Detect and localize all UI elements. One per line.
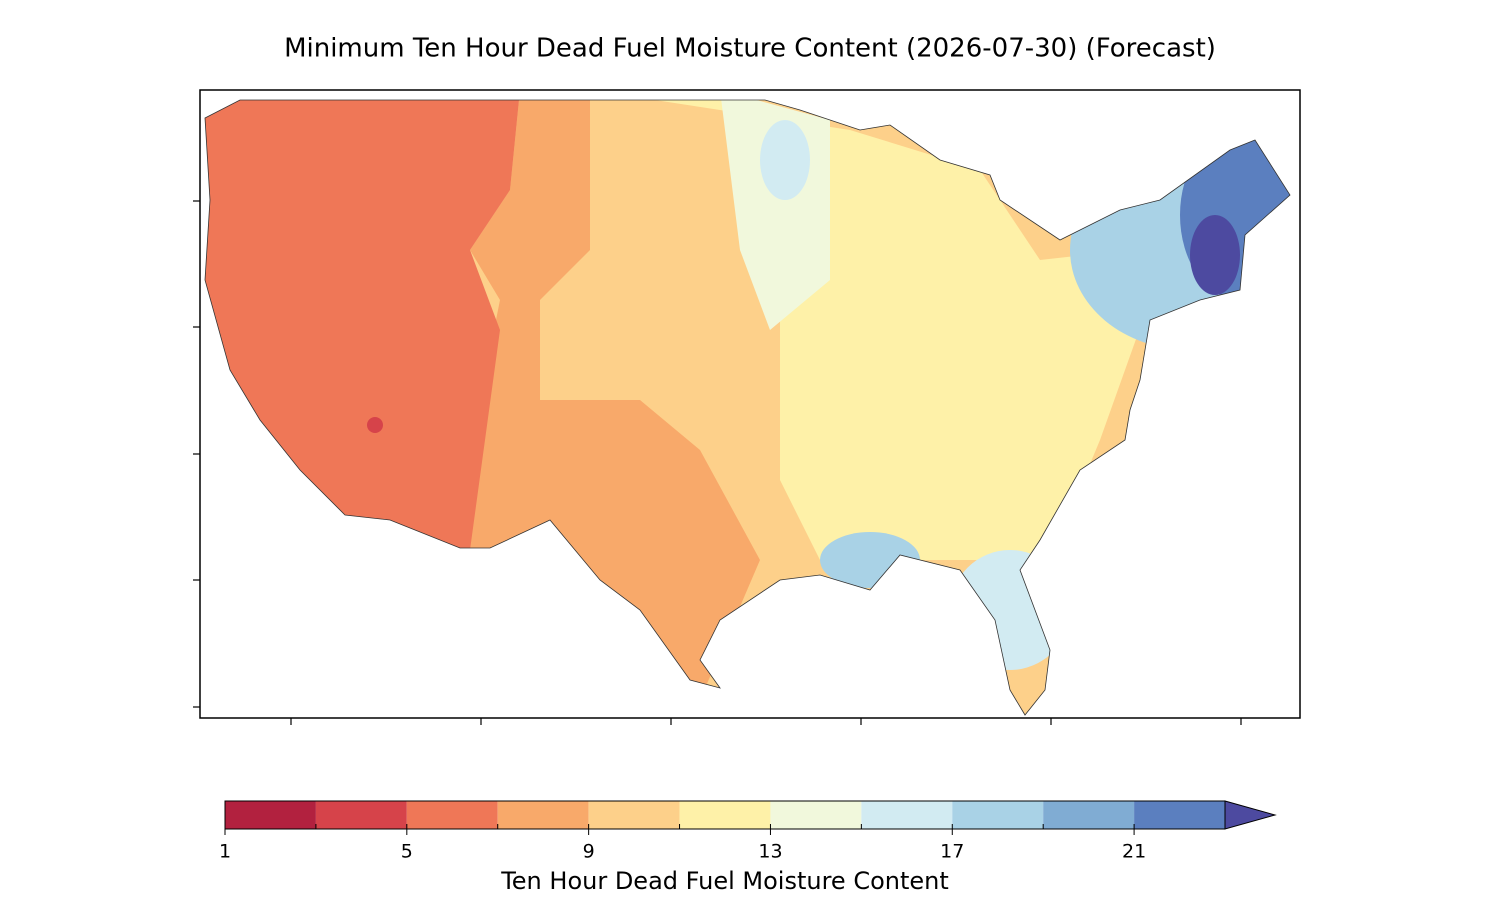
- colorbar-extend: [1224, 800, 1277, 830]
- colorbar-tick-label: 13: [758, 841, 782, 863]
- us-outline: [204, 99, 1291, 716]
- colorbar-tick-label: 9: [583, 841, 595, 863]
- colorbar-segment: [952, 801, 1044, 829]
- colorbar-segment: [315, 801, 407, 829]
- colorbar-frame: [224, 800, 1226, 830]
- frame-ticks: [193, 200, 1242, 725]
- colorbar-segment: [588, 801, 680, 829]
- map-frame: [199, 89, 1301, 719]
- colorbar-segment: [406, 801, 498, 829]
- colorbar-segment: [679, 801, 771, 829]
- colorbar-segment: [1134, 801, 1225, 829]
- colorbar-tick-label: 5: [401, 841, 413, 863]
- colorbar: 1 5 9 13 17 21: [219, 800, 1277, 863]
- colorbar-tick-label: 21: [1122, 841, 1146, 863]
- colorbar-tick-label: 17: [940, 841, 964, 863]
- colorbar-segment: [1043, 801, 1135, 829]
- colorbar-segment: [497, 801, 589, 829]
- colorbar-segment: [861, 801, 953, 829]
- moisture-field: [205, 100, 1290, 715]
- colorbar-segment: [225, 801, 316, 829]
- colorbar-segment: [770, 801, 862, 829]
- map-title: Minimum Ten Hour Dead Fuel Moisture Cont…: [284, 34, 1216, 64]
- colorbar-tick-label: 1: [219, 841, 231, 863]
- colorbar-label: Ten Hour Dead Fuel Moisture Content: [500, 867, 949, 895]
